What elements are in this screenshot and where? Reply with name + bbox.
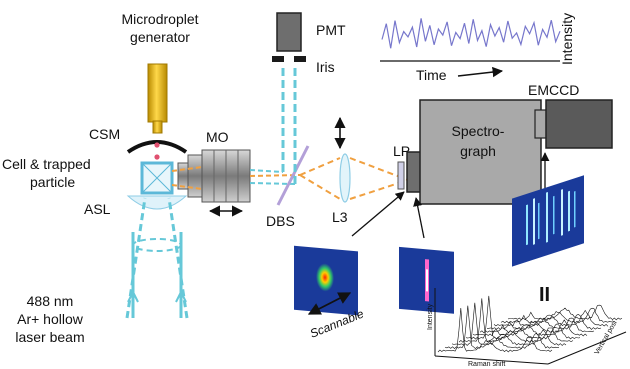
laser-label-line2: Ar+ hollow bbox=[17, 311, 84, 327]
collected-beam-orange bbox=[171, 184, 203, 190]
objective-mid bbox=[187, 154, 203, 198]
l3-label: L3 bbox=[332, 209, 348, 225]
scannable-arrow bbox=[307, 292, 352, 315]
waterfall-axis bbox=[547, 331, 627, 365]
iris-aperture bbox=[284, 56, 294, 62]
laser-direction-arrow bbox=[175, 291, 187, 303]
pmt-label: PMT bbox=[316, 22, 346, 38]
pmt-detector bbox=[276, 12, 302, 52]
emccd-camera bbox=[545, 99, 613, 149]
generator-label-line1: Microdroplet bbox=[121, 11, 198, 27]
waterfall-spectrum-line bbox=[493, 309, 609, 327]
cell-label-line2: particle bbox=[30, 174, 75, 190]
waterfall-intensity-label: Intensity bbox=[427, 303, 434, 330]
pointer-arrow bbox=[413, 197, 425, 239]
laser-direction-arrow bbox=[127, 291, 139, 303]
droplet-generator-body bbox=[147, 63, 168, 123]
cell-label-line1: Cell & trapped bbox=[2, 156, 91, 172]
emccd-label: EMCCD bbox=[528, 82, 579, 98]
ccd-spectrum-image bbox=[512, 175, 584, 267]
droplet bbox=[154, 142, 160, 148]
droplet-generator-nozzle bbox=[152, 120, 163, 134]
intensity-axis-label: Intensity bbox=[559, 13, 575, 65]
lp-filter bbox=[397, 161, 405, 190]
laser-label-line1: 488 nm bbox=[27, 293, 74, 309]
csm-mirror bbox=[126, 140, 188, 154]
spectrograph-label-line2: graph bbox=[460, 143, 496, 159]
collected-beam-cyan bbox=[249, 169, 284, 173]
mo-label: MO bbox=[206, 129, 229, 145]
pmt-intensity-trace bbox=[381, 18, 561, 49]
cell-diagonal bbox=[141, 162, 173, 194]
time-axis-arrow bbox=[457, 66, 504, 78]
laser-label-line3: laser beam bbox=[15, 329, 84, 345]
objective-nose bbox=[177, 162, 189, 190]
waterfall-spectrum-line bbox=[507, 304, 623, 321]
pmt-trace-line bbox=[381, 18, 561, 49]
slit-image bbox=[399, 246, 454, 314]
l3-lens bbox=[339, 153, 351, 203]
laser-beam-edge bbox=[167, 197, 189, 319]
asl-lens bbox=[126, 195, 188, 210]
iris-label: Iris bbox=[316, 59, 335, 75]
spectrograph-body bbox=[419, 99, 542, 205]
dbs-label: DBS bbox=[266, 213, 295, 229]
generator-label-line2: generator bbox=[130, 29, 190, 45]
lp-label: LP bbox=[393, 143, 410, 159]
spectrograph-slit bbox=[406, 151, 422, 193]
waterfall-spectrum-line bbox=[500, 307, 616, 324]
waterfall-axis bbox=[434, 355, 549, 365]
equals-sign: II bbox=[539, 284, 550, 306]
droplet bbox=[154, 154, 160, 160]
collected-beam-orange bbox=[171, 166, 203, 172]
raman-beam bbox=[299, 157, 341, 176]
csm-label: CSM bbox=[89, 126, 120, 142]
asl-label: ASL bbox=[84, 201, 111, 217]
pointer-arrow bbox=[351, 191, 405, 237]
waterfall-spectrum-line bbox=[487, 314, 602, 330]
emccd-coupler bbox=[534, 109, 548, 139]
beam-cross-section bbox=[132, 238, 182, 252]
time-axis-label: Time bbox=[416, 67, 447, 83]
waterfall-spectrum-line bbox=[451, 302, 567, 346]
waterfall-spectrum-line bbox=[479, 317, 595, 334]
raman-beam bbox=[299, 174, 341, 200]
raman-waterfall-plot bbox=[437, 295, 623, 353]
waterfall-raman-shift-label: Raman shift bbox=[468, 361, 505, 368]
laser-beam-edge bbox=[125, 197, 147, 319]
dichroic-beam-splitter bbox=[276, 145, 310, 206]
spectrograph-label-line1: Spectro- bbox=[452, 123, 505, 139]
